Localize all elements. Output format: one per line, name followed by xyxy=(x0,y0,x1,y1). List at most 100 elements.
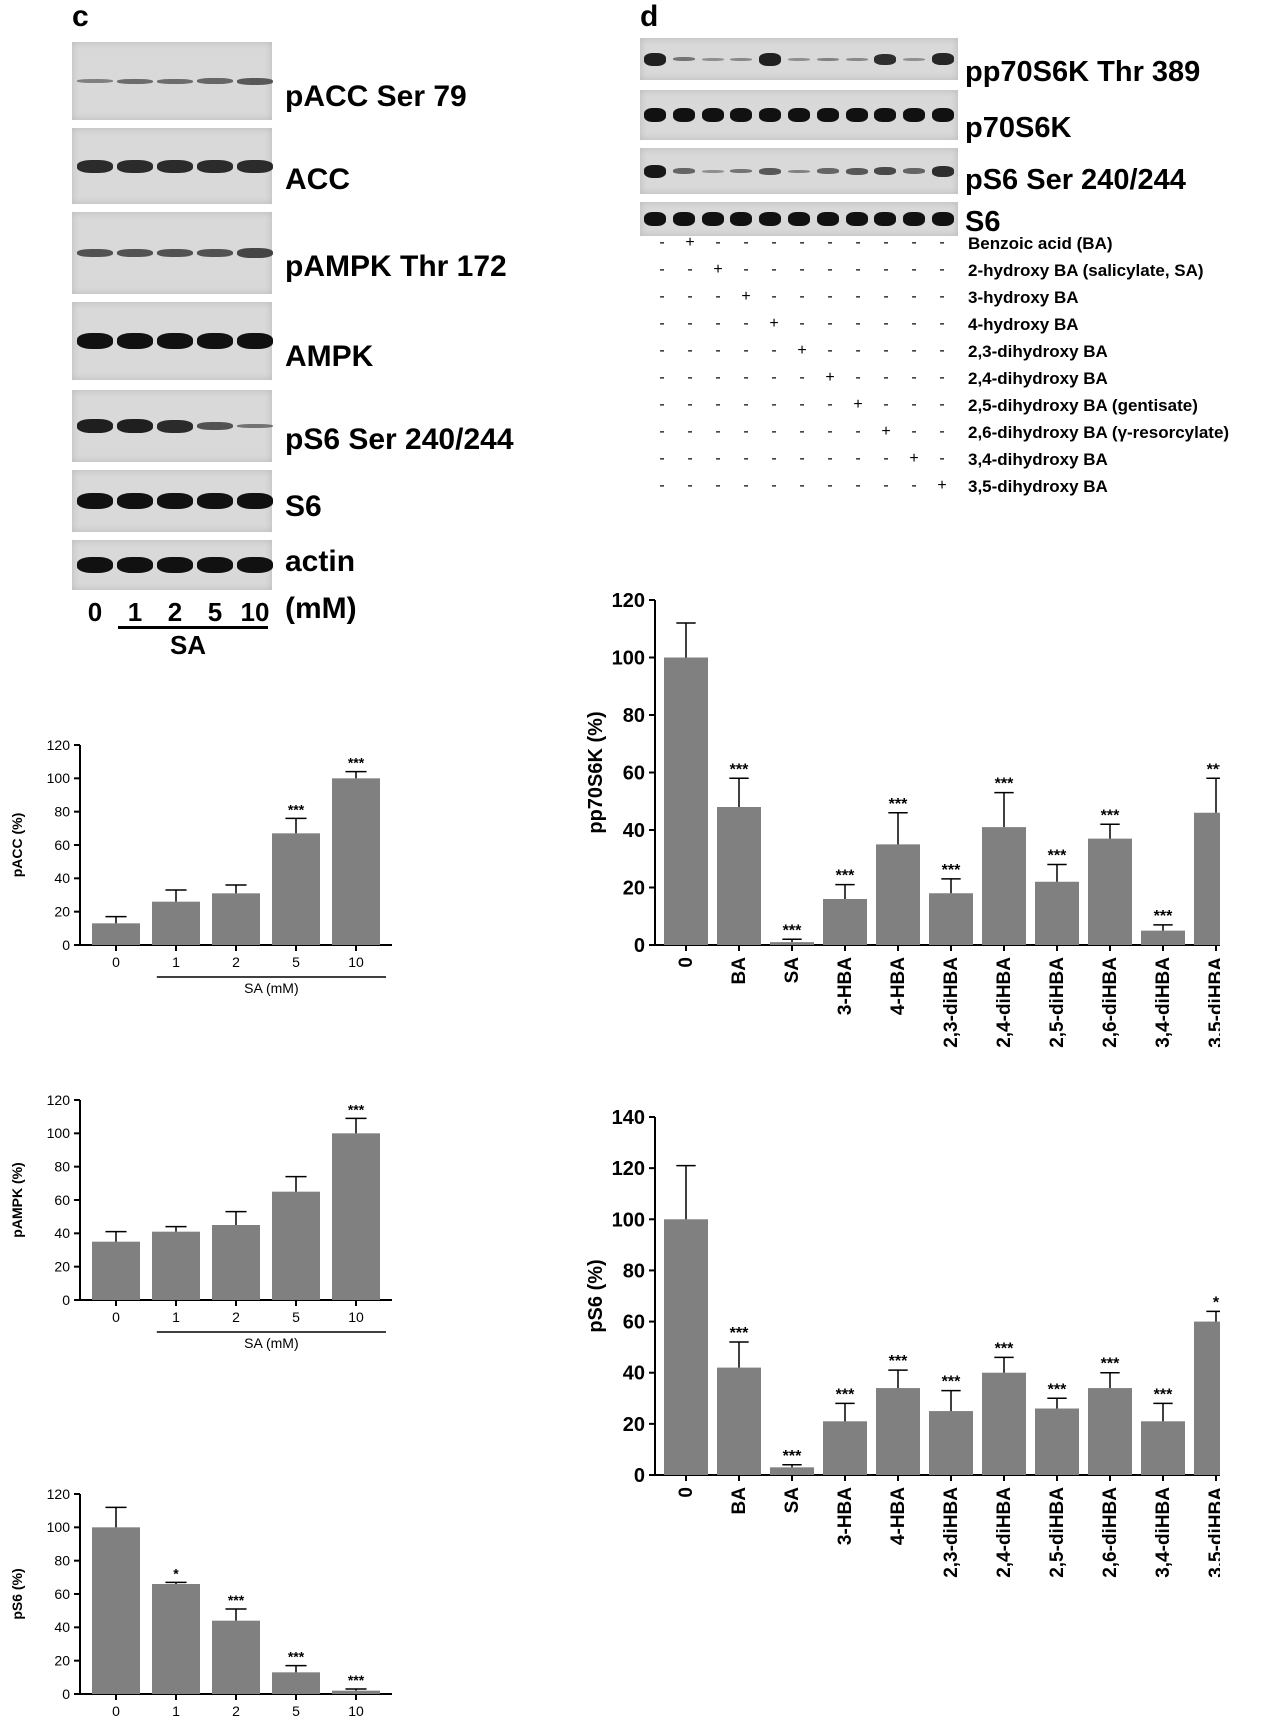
bar xyxy=(152,1584,200,1694)
band xyxy=(903,57,926,61)
category-label: 2,6-diHBA xyxy=(1100,957,1121,1048)
band xyxy=(77,493,113,509)
treatment-cell: - xyxy=(659,288,665,305)
treatment-cell: - xyxy=(687,369,693,386)
category-label: 1 xyxy=(172,1703,180,1719)
band xyxy=(197,159,233,173)
treatment-label: 3-hydroxy BA xyxy=(968,288,1079,307)
treatment-cell: - xyxy=(939,396,945,413)
treatment-cell: - xyxy=(687,396,693,413)
treatment-cell: - xyxy=(883,288,889,305)
bar xyxy=(717,807,761,945)
band xyxy=(117,159,153,173)
category-label: 2,3-diHBA xyxy=(941,957,962,1048)
band xyxy=(759,212,782,226)
band xyxy=(237,77,273,85)
lane-label: 10 xyxy=(240,597,270,627)
band xyxy=(197,422,233,430)
treatment-cell: - xyxy=(939,288,945,305)
x-axis-label: SA (mM) xyxy=(244,1335,298,1351)
treatment-cell: - xyxy=(799,315,805,332)
y-tick-label: 20 xyxy=(54,1259,70,1275)
band xyxy=(237,248,273,258)
blot-c-label: pACC Ser 79 xyxy=(285,80,467,113)
category-label: 1 xyxy=(172,954,180,970)
treatment-cell: - xyxy=(799,234,805,251)
treatment-cell: - xyxy=(659,450,665,467)
treatment-cell: - xyxy=(827,477,833,494)
band xyxy=(237,493,273,509)
band xyxy=(77,419,113,433)
band xyxy=(237,557,273,573)
treatment-cell: - xyxy=(715,315,721,332)
bar xyxy=(664,657,708,945)
y-tick-label: 100 xyxy=(47,1519,71,1535)
blot-c-label: pS6 Ser 240/244 xyxy=(285,423,514,456)
category-label: 2 xyxy=(232,954,240,970)
band xyxy=(644,108,666,122)
band xyxy=(816,57,839,61)
treatment-cell: - xyxy=(799,396,805,413)
significance-label: *** xyxy=(730,761,749,778)
y-tick-label: 0 xyxy=(62,937,70,953)
category-label: 3,5-diHBA xyxy=(1206,1487,1220,1578)
significance-label: *** xyxy=(288,1649,305,1665)
treatment-cell: + xyxy=(685,234,695,251)
treatment-cell: - xyxy=(939,234,945,251)
treatment-cell: - xyxy=(771,342,777,359)
x-axis-label: SA (mM) xyxy=(244,980,298,996)
band xyxy=(77,333,113,349)
band xyxy=(903,212,926,226)
treatment-cell: - xyxy=(939,261,945,278)
y-tick-label: 80 xyxy=(54,1159,70,1175)
bar xyxy=(982,1372,1026,1475)
treatment-label: 2,3-dihydroxy BA xyxy=(968,342,1108,361)
band xyxy=(730,108,753,122)
category-label: 3-HBA xyxy=(835,1487,856,1545)
category-label: 2,5-diHBA xyxy=(1047,957,1068,1048)
y-tick-label: 40 xyxy=(623,820,645,842)
y-tick-label: 0 xyxy=(634,935,645,957)
band xyxy=(197,249,233,257)
band xyxy=(845,108,868,122)
y-tick-label: 60 xyxy=(623,1312,645,1334)
treatment-cell: - xyxy=(771,396,777,413)
y-tick-label: 20 xyxy=(623,878,645,900)
band xyxy=(672,108,695,122)
treatment-cell: - xyxy=(911,396,917,413)
treatment-cell: - xyxy=(855,477,861,494)
category-label: 10 xyxy=(348,954,364,970)
treatment-cell: + xyxy=(713,261,723,278)
category-label: BA xyxy=(729,1487,750,1515)
band xyxy=(730,57,753,61)
band xyxy=(816,108,839,122)
band xyxy=(845,212,868,226)
band xyxy=(644,164,666,178)
treatment-cell: - xyxy=(771,423,777,440)
y-axis-label: pS6 (%) xyxy=(585,1259,607,1332)
treatment-cell: - xyxy=(659,396,665,413)
band xyxy=(197,78,233,84)
treatment-label: Benzoic acid (BA) xyxy=(968,234,1113,253)
band xyxy=(197,493,233,509)
treatment-cell: - xyxy=(855,315,861,332)
treatment-cell: - xyxy=(827,261,833,278)
treatment-cell: - xyxy=(659,315,665,332)
category-label: 1 xyxy=(172,1309,180,1325)
band xyxy=(77,557,113,573)
treatment-cell: - xyxy=(687,423,693,440)
treatment-cell: - xyxy=(827,315,833,332)
category-label: SA xyxy=(782,1487,803,1514)
band xyxy=(701,169,724,173)
chart-ps6-ba: 0 20 40 60 80 100 120 140 pS6 (%) 0 *** BA *** SA *** 3… xyxy=(585,1107,1220,1578)
bar xyxy=(332,1690,380,1694)
treatment-cell: + xyxy=(825,369,835,386)
band xyxy=(157,249,193,257)
band xyxy=(903,168,926,174)
bar xyxy=(152,901,200,945)
treatment-cell: + xyxy=(909,450,919,467)
significance-label: *** xyxy=(1154,1386,1173,1403)
band xyxy=(874,53,897,65)
y-tick-label: 20 xyxy=(623,1414,645,1436)
treatment-cell: - xyxy=(771,477,777,494)
